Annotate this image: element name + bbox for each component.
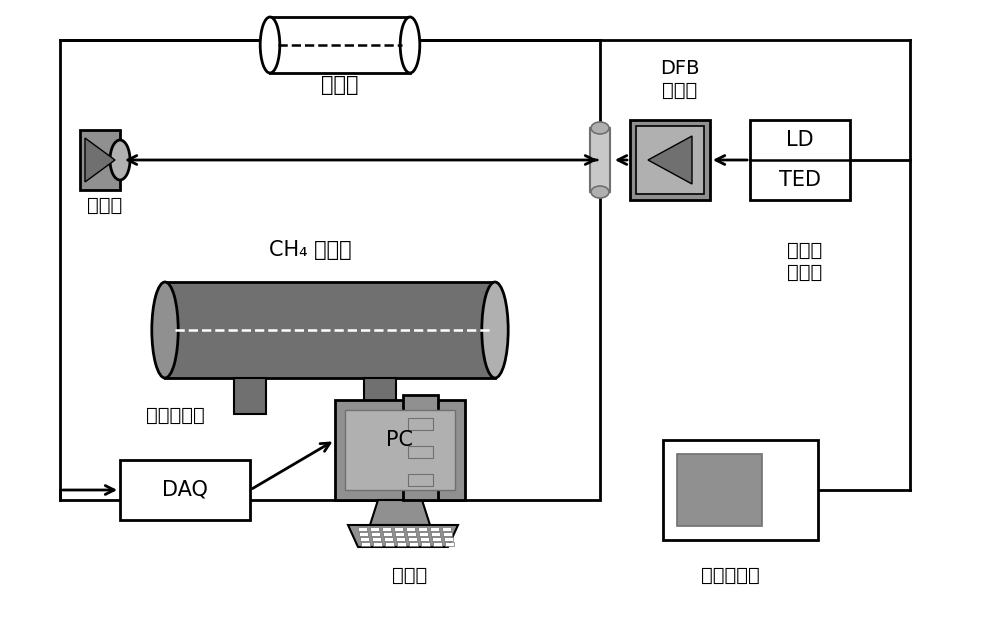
Bar <box>444 537 453 541</box>
Bar <box>442 527 451 531</box>
Text: CH₄ 气体池: CH₄ 气体池 <box>269 240 351 260</box>
Text: 激光器: 激光器 <box>662 81 698 99</box>
Text: PC: PC <box>386 430 414 450</box>
Bar <box>370 527 379 531</box>
Bar <box>409 542 418 546</box>
Bar <box>383 532 392 536</box>
Bar <box>361 542 370 546</box>
Bar <box>395 532 404 536</box>
Bar <box>421 542 430 546</box>
Bar <box>394 527 403 531</box>
Ellipse shape <box>591 122 609 134</box>
Ellipse shape <box>260 17 280 73</box>
Bar <box>677 454 762 526</box>
Bar <box>630 120 710 200</box>
Bar <box>360 537 369 541</box>
Bar <box>403 395 438 500</box>
Bar <box>397 542 406 546</box>
Bar <box>60 40 600 500</box>
Polygon shape <box>648 136 692 184</box>
Bar <box>443 532 452 536</box>
Text: DFB: DFB <box>660 58 700 77</box>
Bar <box>270 17 410 73</box>
Bar <box>418 527 427 531</box>
Bar <box>345 410 455 490</box>
Ellipse shape <box>152 282 178 378</box>
Bar <box>636 126 704 194</box>
Bar <box>431 532 440 536</box>
Text: 高速采集卡: 高速采集卡 <box>146 406 204 424</box>
Bar <box>408 446 433 458</box>
Bar <box>590 128 610 192</box>
Text: 函数发生器: 函数发生器 <box>701 566 759 584</box>
Polygon shape <box>348 525 458 547</box>
Bar <box>359 532 368 536</box>
Text: LD: LD <box>786 130 814 150</box>
Polygon shape <box>85 138 115 182</box>
Ellipse shape <box>400 17 420 73</box>
Bar <box>165 282 495 378</box>
Bar <box>433 542 442 546</box>
Bar <box>430 527 439 531</box>
Bar <box>419 532 428 536</box>
Bar <box>382 527 391 531</box>
Bar <box>385 542 394 546</box>
Text: 探测器: 探测器 <box>87 195 123 214</box>
Text: TED: TED <box>779 170 821 190</box>
Bar <box>373 542 382 546</box>
Text: 计算机: 计算机 <box>392 566 428 584</box>
Bar <box>120 460 250 520</box>
Text: 标准具: 标准具 <box>321 75 359 95</box>
Bar <box>407 532 416 536</box>
Bar <box>408 537 417 541</box>
Bar <box>663 440 818 540</box>
Bar <box>80 130 120 190</box>
Bar <box>408 474 433 486</box>
Bar <box>358 527 367 531</box>
Bar <box>234 378 266 414</box>
Ellipse shape <box>591 186 609 198</box>
Bar <box>371 532 380 536</box>
Bar <box>408 418 433 430</box>
Bar <box>420 537 429 541</box>
Bar <box>432 537 441 541</box>
Polygon shape <box>370 500 430 525</box>
Bar <box>364 378 396 414</box>
Bar <box>372 537 381 541</box>
Ellipse shape <box>482 282 508 378</box>
Text: 激光器: 激光器 <box>787 241 823 259</box>
Bar <box>445 542 454 546</box>
Bar <box>384 537 393 541</box>
Text: 控制器: 控制器 <box>787 262 823 282</box>
Bar <box>335 400 465 500</box>
Bar <box>750 120 850 200</box>
Bar <box>406 527 415 531</box>
Bar <box>396 537 405 541</box>
Text: DAQ: DAQ <box>162 480 208 500</box>
Ellipse shape <box>110 140 130 180</box>
